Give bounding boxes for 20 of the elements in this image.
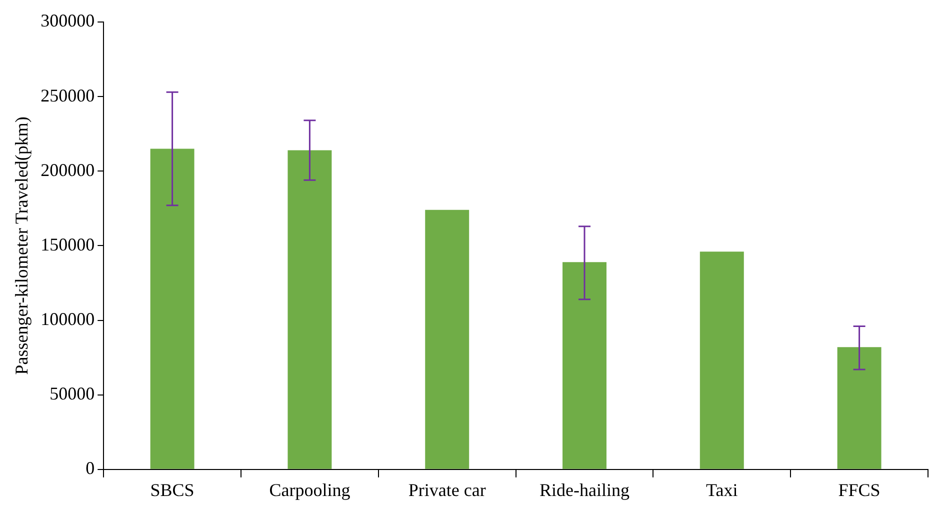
bar bbox=[562, 262, 606, 469]
x-tick-label: Ride-hailing bbox=[540, 480, 630, 500]
y-tick-label: 250000 bbox=[40, 85, 95, 106]
bar bbox=[288, 150, 332, 469]
x-tick-label: FFCS bbox=[838, 480, 880, 500]
x-tick-label: Taxi bbox=[706, 480, 738, 500]
y-tick-label: 50000 bbox=[50, 384, 95, 404]
x-tick-label: SBCS bbox=[150, 480, 194, 500]
y-tick-label: 0 bbox=[86, 458, 95, 478]
y-tick-label: 200000 bbox=[40, 160, 95, 180]
y-tick-label: 300000 bbox=[40, 10, 95, 31]
x-tick-label: Private car bbox=[408, 480, 486, 500]
bar bbox=[837, 347, 882, 469]
bar bbox=[700, 252, 744, 469]
x-tick-label: Carpooling bbox=[269, 480, 350, 500]
bar bbox=[150, 148, 194, 469]
y-tick-label: 100000 bbox=[40, 309, 95, 329]
y-axis-title: Passenger-kilometer Traveled(pkm) bbox=[12, 116, 32, 375]
bar bbox=[425, 210, 470, 469]
y-tick-label: 150000 bbox=[40, 234, 95, 254]
